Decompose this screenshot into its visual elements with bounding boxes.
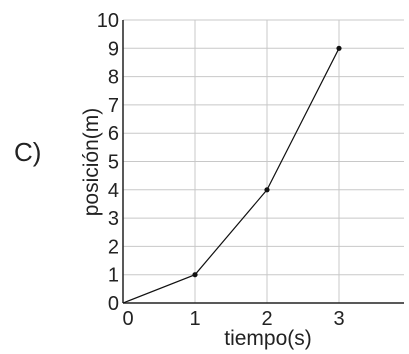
data-point (192, 272, 198, 278)
y-tick-label: 8 (108, 67, 119, 89)
x-tick-label: 0 (122, 308, 133, 330)
series-line (122, 48, 340, 304)
y-tick-label: 3 (108, 208, 119, 230)
x-tick-label: 3 (333, 308, 344, 330)
series-group (122, 45, 342, 304)
y-tick-label: 10 (97, 10, 119, 32)
y-tick-label: 2 (108, 236, 119, 258)
y-tick-label: 7 (108, 95, 119, 117)
data-point (264, 187, 270, 193)
y-tick-label: 5 (108, 152, 119, 174)
y-tick-label: 1 (108, 265, 119, 287)
y-tick-label: 9 (108, 38, 119, 60)
y-axis-label: posición(m) (80, 108, 103, 217)
option-label: C) (14, 137, 42, 167)
x-tick-labels: 0 1 2 3 (122, 308, 344, 330)
x-tick-label: 1 (189, 308, 200, 330)
data-point (336, 45, 342, 51)
y-tick-label: 0 (108, 293, 119, 315)
axes (122, 20, 404, 304)
grid (123, 19, 404, 303)
x-axis-label: tiempo(s) (224, 327, 312, 350)
y-tick-labels: 0 1 2 3 4 5 6 7 8 9 10 (97, 10, 119, 315)
y-tick-label: 6 (108, 123, 119, 145)
x-tick-label: 2 (261, 308, 272, 330)
y-tick-label: 4 (108, 180, 119, 202)
